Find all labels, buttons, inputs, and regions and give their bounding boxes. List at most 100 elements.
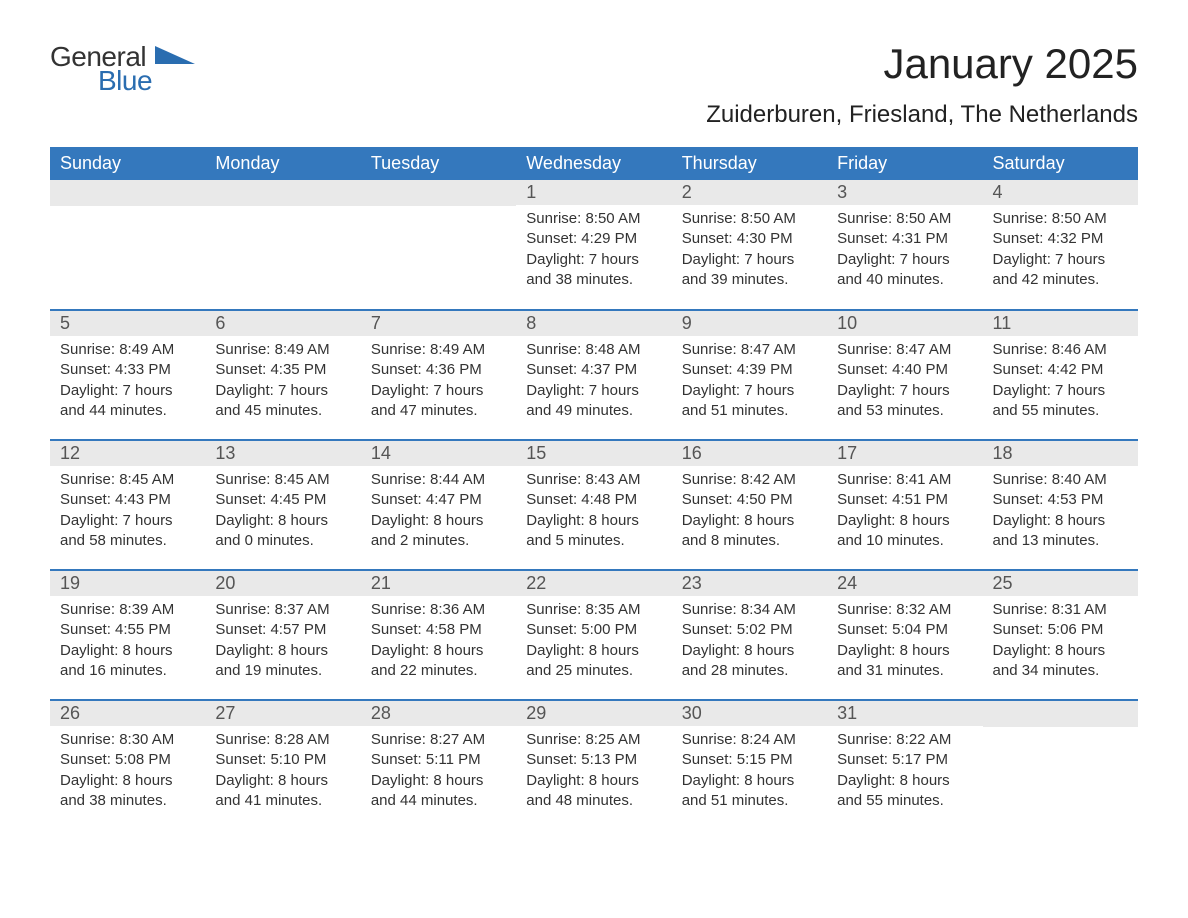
sunrise-text: Sunrise: 8:50 AM — [993, 209, 1128, 229]
day-number: 8 — [516, 311, 671, 336]
calendar-day-cell: 1Sunrise: 8:50 AMSunset: 4:29 PMDaylight… — [516, 180, 671, 310]
daylight-text: Daylight: 7 hours and 47 minutes. — [371, 381, 506, 422]
calendar-day-cell: 28Sunrise: 8:27 AMSunset: 5:11 PMDayligh… — [361, 700, 516, 830]
weekday-header: Sunday — [50, 147, 205, 180]
calendar-table: Sunday Monday Tuesday Wednesday Thursday… — [50, 147, 1138, 830]
day-details: Sunrise: 8:43 AMSunset: 4:48 PMDaylight:… — [516, 466, 671, 557]
calendar-day-cell: 7Sunrise: 8:49 AMSunset: 4:36 PMDaylight… — [361, 310, 516, 440]
calendar-day-cell — [361, 180, 516, 310]
day-number: 1 — [516, 180, 671, 205]
calendar-day-cell: 8Sunrise: 8:48 AMSunset: 4:37 PMDaylight… — [516, 310, 671, 440]
calendar-day-cell — [983, 700, 1138, 830]
sunrise-text: Sunrise: 8:39 AM — [60, 600, 195, 620]
sunset-text: Sunset: 5:13 PM — [526, 750, 661, 770]
day-number: 18 — [983, 441, 1138, 466]
day-number: 7 — [361, 311, 516, 336]
calendar-day-cell: 25Sunrise: 8:31 AMSunset: 5:06 PMDayligh… — [983, 570, 1138, 700]
sunrise-text: Sunrise: 8:49 AM — [215, 340, 350, 360]
sunrise-text: Sunrise: 8:24 AM — [682, 730, 817, 750]
day-number: 23 — [672, 571, 827, 596]
daylight-text: Daylight: 8 hours and 31 minutes. — [837, 641, 972, 682]
sunrise-text: Sunrise: 8:47 AM — [837, 340, 972, 360]
day-details: Sunrise: 8:27 AMSunset: 5:11 PMDaylight:… — [361, 726, 516, 817]
calendar-day-cell: 13Sunrise: 8:45 AMSunset: 4:45 PMDayligh… — [205, 440, 360, 570]
calendar-day-cell: 4Sunrise: 8:50 AMSunset: 4:32 PMDaylight… — [983, 180, 1138, 310]
weekday-header-row: Sunday Monday Tuesday Wednesday Thursday… — [50, 147, 1138, 180]
calendar-day-cell: 16Sunrise: 8:42 AMSunset: 4:50 PMDayligh… — [672, 440, 827, 570]
day-details: Sunrise: 8:47 AMSunset: 4:39 PMDaylight:… — [672, 336, 827, 427]
sunset-text: Sunset: 4:55 PM — [60, 620, 195, 640]
daylight-text: Daylight: 8 hours and 19 minutes. — [215, 641, 350, 682]
daylight-text: Daylight: 8 hours and 10 minutes. — [837, 511, 972, 552]
day-number: 20 — [205, 571, 360, 596]
sunrise-text: Sunrise: 8:30 AM — [60, 730, 195, 750]
sunrise-text: Sunrise: 8:43 AM — [526, 470, 661, 490]
calendar-day-cell: 17Sunrise: 8:41 AMSunset: 4:51 PMDayligh… — [827, 440, 982, 570]
sunrise-text: Sunrise: 8:45 AM — [60, 470, 195, 490]
page-title: January 2025 — [883, 40, 1138, 88]
day-number: 19 — [50, 571, 205, 596]
day-number — [983, 701, 1138, 727]
sunrise-text: Sunrise: 8:45 AM — [215, 470, 350, 490]
brand-flag-icon — [155, 46, 195, 71]
sunset-text: Sunset: 4:37 PM — [526, 360, 661, 380]
daylight-text: Daylight: 8 hours and 48 minutes. — [526, 771, 661, 812]
daylight-text: Daylight: 8 hours and 51 minutes. — [682, 771, 817, 812]
sunset-text: Sunset: 4:42 PM — [993, 360, 1128, 380]
day-details: Sunrise: 8:32 AMSunset: 5:04 PMDaylight:… — [827, 596, 982, 687]
day-details: Sunrise: 8:49 AMSunset: 4:36 PMDaylight:… — [361, 336, 516, 427]
calendar-day-cell — [205, 180, 360, 310]
day-number: 5 — [50, 311, 205, 336]
calendar-day-cell: 10Sunrise: 8:47 AMSunset: 4:40 PMDayligh… — [827, 310, 982, 440]
day-details: Sunrise: 8:45 AMSunset: 4:43 PMDaylight:… — [50, 466, 205, 557]
daylight-text: Daylight: 7 hours and 51 minutes. — [682, 381, 817, 422]
sunset-text: Sunset: 5:17 PM — [837, 750, 972, 770]
calendar-day-cell: 22Sunrise: 8:35 AMSunset: 5:00 PMDayligh… — [516, 570, 671, 700]
day-number: 11 — [983, 311, 1138, 336]
calendar-day-cell: 3Sunrise: 8:50 AMSunset: 4:31 PMDaylight… — [827, 180, 982, 310]
day-number: 3 — [827, 180, 982, 205]
calendar-day-cell: 6Sunrise: 8:49 AMSunset: 4:35 PMDaylight… — [205, 310, 360, 440]
day-number: 6 — [205, 311, 360, 336]
day-details: Sunrise: 8:31 AMSunset: 5:06 PMDaylight:… — [983, 596, 1138, 687]
sunrise-text: Sunrise: 8:46 AM — [993, 340, 1128, 360]
weekday-header: Friday — [827, 147, 982, 180]
daylight-text: Daylight: 8 hours and 22 minutes. — [371, 641, 506, 682]
weekday-header: Saturday — [983, 147, 1138, 180]
day-details: Sunrise: 8:49 AMSunset: 4:33 PMDaylight:… — [50, 336, 205, 427]
day-details: Sunrise: 8:45 AMSunset: 4:45 PMDaylight:… — [205, 466, 360, 557]
sunrise-text: Sunrise: 8:27 AM — [371, 730, 506, 750]
sunset-text: Sunset: 5:11 PM — [371, 750, 506, 770]
calendar-day-cell: 12Sunrise: 8:45 AMSunset: 4:43 PMDayligh… — [50, 440, 205, 570]
sunset-text: Sunset: 4:39 PM — [682, 360, 817, 380]
calendar-day-cell: 24Sunrise: 8:32 AMSunset: 5:04 PMDayligh… — [827, 570, 982, 700]
daylight-text: Daylight: 8 hours and 2 minutes. — [371, 511, 506, 552]
sunset-text: Sunset: 4:30 PM — [682, 229, 817, 249]
daylight-text: Daylight: 8 hours and 55 minutes. — [837, 771, 972, 812]
calendar-week-row: 19Sunrise: 8:39 AMSunset: 4:55 PMDayligh… — [50, 570, 1138, 700]
daylight-text: Daylight: 8 hours and 25 minutes. — [526, 641, 661, 682]
day-number — [50, 180, 205, 206]
sunset-text: Sunset: 5:15 PM — [682, 750, 817, 770]
day-details: Sunrise: 8:50 AMSunset: 4:30 PMDaylight:… — [672, 205, 827, 296]
day-details: Sunrise: 8:30 AMSunset: 5:08 PMDaylight:… — [50, 726, 205, 817]
day-number: 10 — [827, 311, 982, 336]
day-number: 31 — [827, 701, 982, 726]
calendar-day-cell: 15Sunrise: 8:43 AMSunset: 4:48 PMDayligh… — [516, 440, 671, 570]
day-number — [361, 180, 516, 206]
sunset-text: Sunset: 5:04 PM — [837, 620, 972, 640]
day-details: Sunrise: 8:48 AMSunset: 4:37 PMDaylight:… — [516, 336, 671, 427]
day-details: Sunrise: 8:41 AMSunset: 4:51 PMDaylight:… — [827, 466, 982, 557]
day-details: Sunrise: 8:49 AMSunset: 4:35 PMDaylight:… — [205, 336, 360, 427]
sunrise-text: Sunrise: 8:40 AM — [993, 470, 1128, 490]
day-number — [205, 180, 360, 206]
daylight-text: Daylight: 8 hours and 44 minutes. — [371, 771, 506, 812]
day-details: Sunrise: 8:47 AMSunset: 4:40 PMDaylight:… — [827, 336, 982, 427]
calendar-day-cell: 29Sunrise: 8:25 AMSunset: 5:13 PMDayligh… — [516, 700, 671, 830]
day-details: Sunrise: 8:39 AMSunset: 4:55 PMDaylight:… — [50, 596, 205, 687]
day-number: 17 — [827, 441, 982, 466]
sunrise-text: Sunrise: 8:36 AM — [371, 600, 506, 620]
sunset-text: Sunset: 4:43 PM — [60, 490, 195, 510]
calendar-day-cell: 27Sunrise: 8:28 AMSunset: 5:10 PMDayligh… — [205, 700, 360, 830]
day-number: 16 — [672, 441, 827, 466]
